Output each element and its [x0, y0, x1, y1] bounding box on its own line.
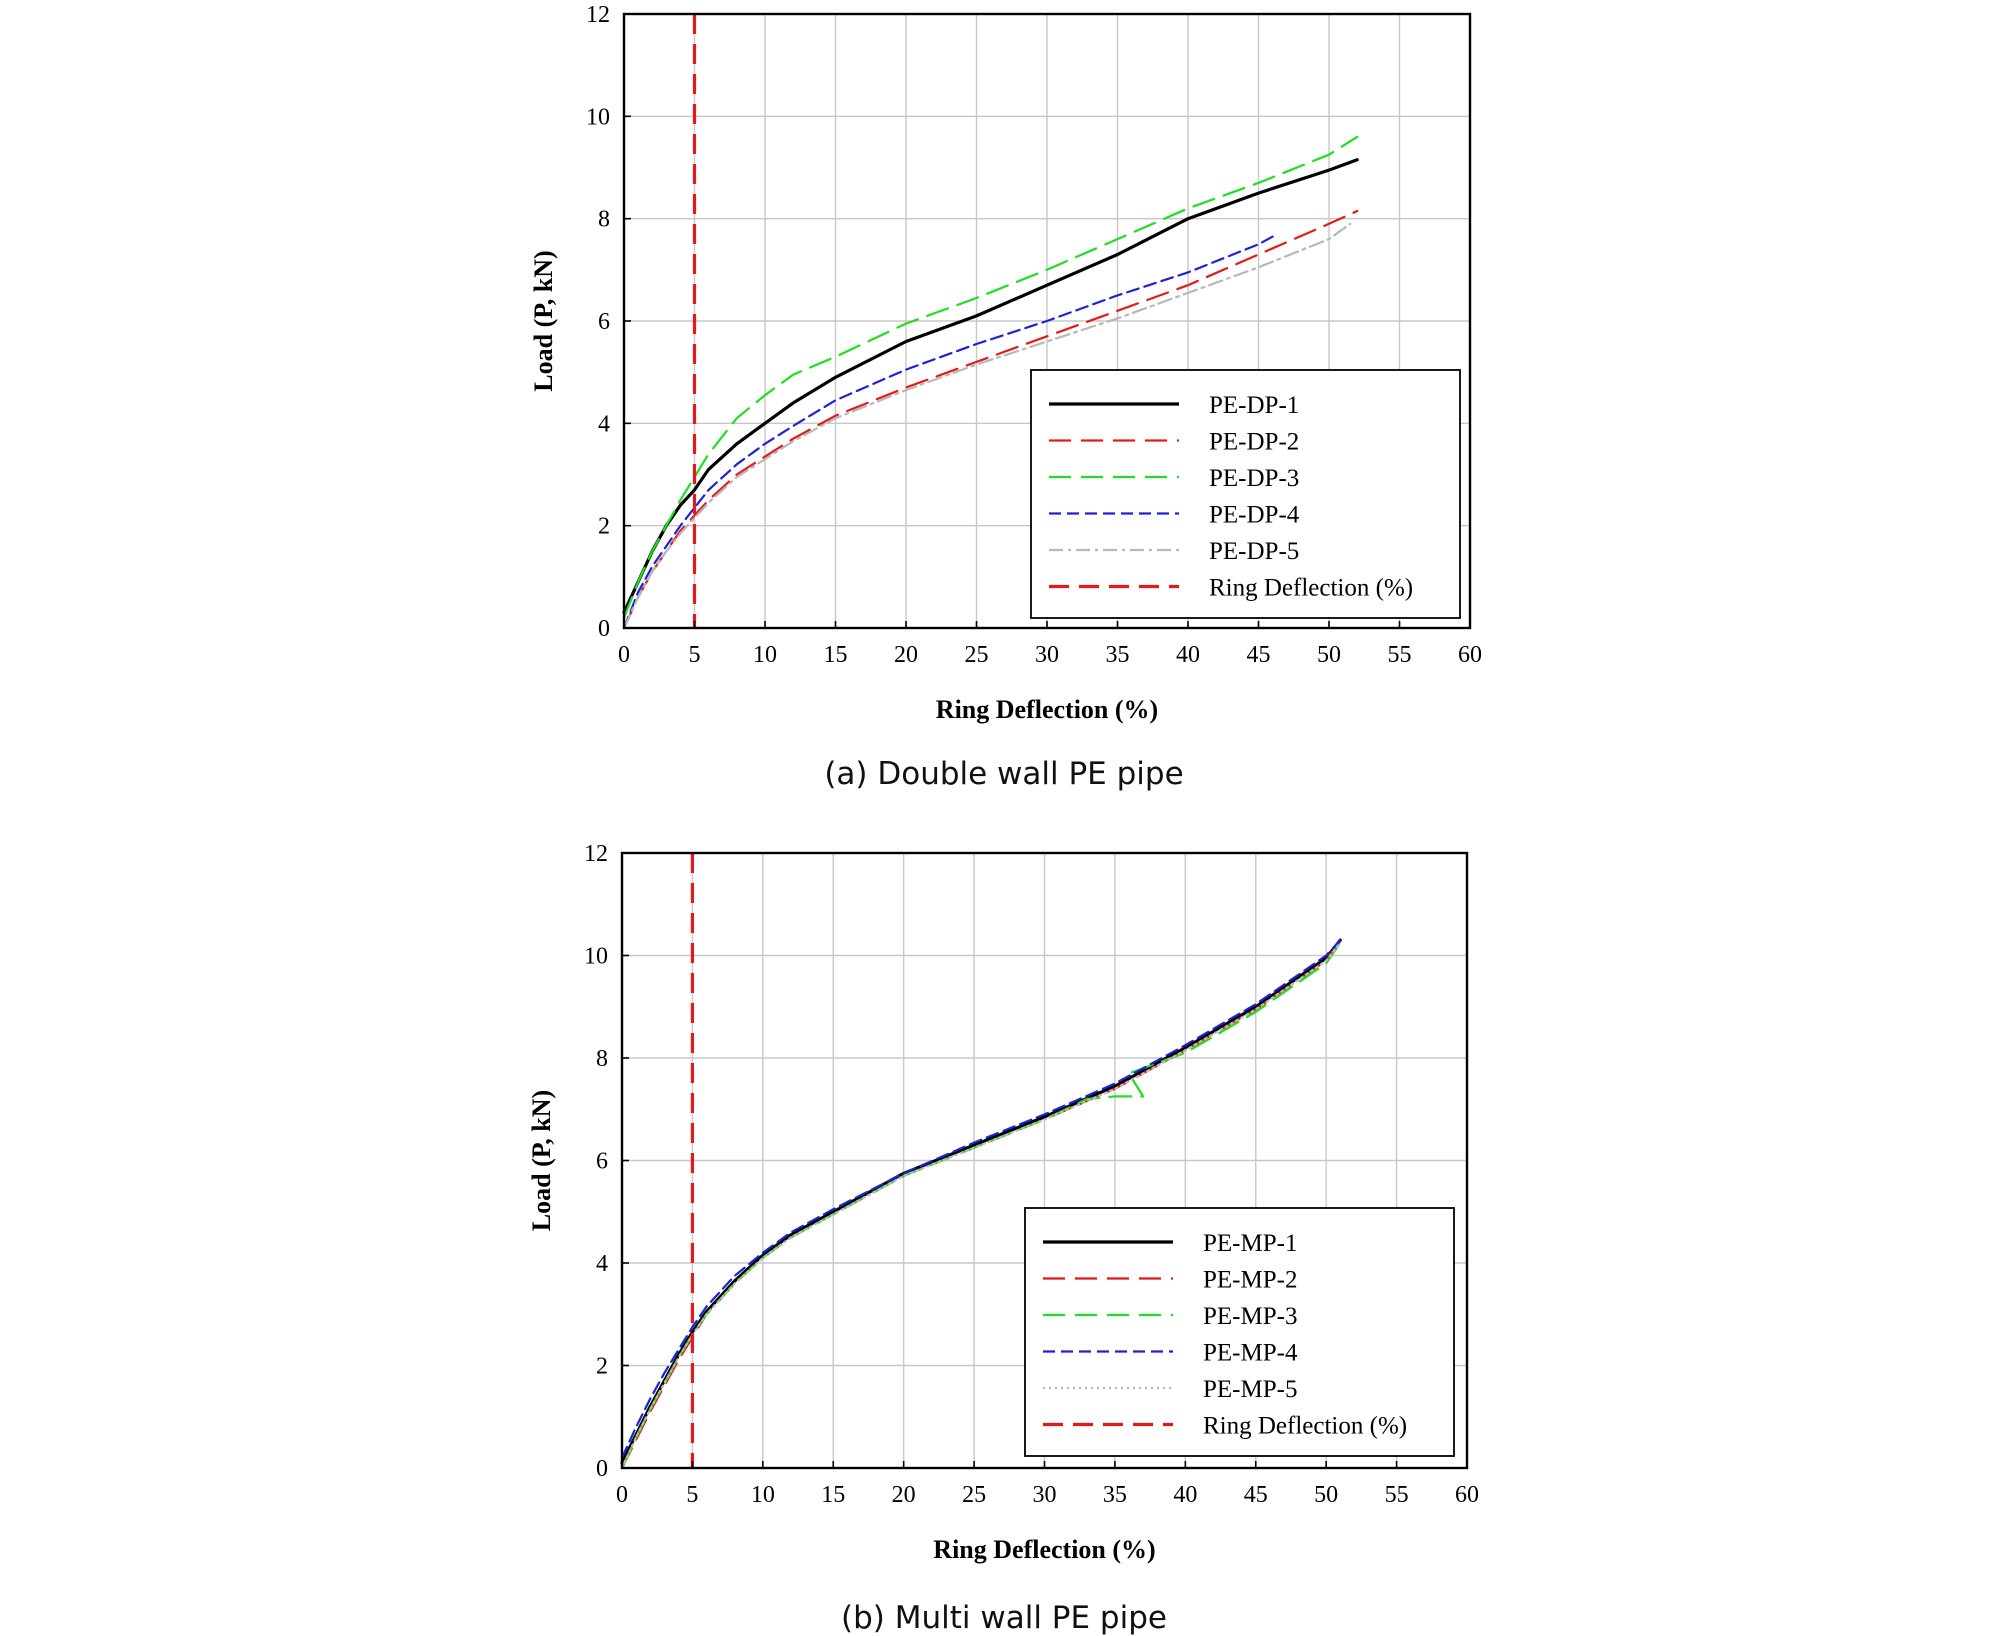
series-line-pe-mp-1 [620, 938, 1342, 1465]
chart-panel-a: 0 5 10 15 20 25 30 35 40 45 50 55 60 0 2 4 6 8 10 12 Ring De… [0, 0, 2008, 815]
legend-label: Ring Deflection (%) [1209, 575, 1413, 602]
x-tick-label: 10 [753, 642, 777, 668]
series-line-pe-dp-5 [622, 222, 1352, 630]
y-tick-label: 6 [596, 1149, 608, 1175]
x-tick-label: 35 [1106, 642, 1130, 668]
legend-box [1024, 1207, 1455, 1457]
chart-b-caption: (b) Multi wall PE pipe [841, 1600, 1167, 1636]
legend-label: PE-MP-3 [1203, 1303, 1297, 1330]
y-tick-label: 10 [584, 944, 608, 970]
y-tick-label: 2 [596, 1354, 608, 1380]
x-tick-label: 35 [1103, 1482, 1127, 1508]
legend-label: PE-DP-2 [1209, 429, 1299, 456]
series-line-pe-mp-5 [620, 941, 1342, 1470]
chart-b-svg: 0 5 10 15 20 25 30 35 40 45 50 55 60 0 2 4 6 8 10 12 Ring De… [527, 841, 1479, 1564]
legend-label: PE-DP-5 [1209, 538, 1299, 565]
legend-label: PE-MP-5 [1203, 1376, 1297, 1403]
y-tick-label: 8 [598, 207, 610, 233]
x-tick-label: 0 [618, 642, 630, 668]
legend-label: PE-MP-1 [1203, 1230, 1297, 1257]
x-tick-label: 45 [1247, 642, 1271, 668]
legend-label: PE-DP-3 [1209, 465, 1299, 492]
y-tick-label: 8 [596, 1046, 608, 1072]
legend-label: PE-MP-2 [1203, 1267, 1297, 1294]
series-line-pe-mp-4 [620, 939, 1342, 1459]
series-line-pe-dp-4 [622, 235, 1274, 630]
x-tick-label: 60 [1455, 1482, 1479, 1508]
y-tick-label: 6 [598, 309, 610, 335]
series-line-pe-dp-3 [622, 135, 1359, 619]
y-tick-label: 0 [596, 1456, 608, 1482]
x-tick-label: 30 [1035, 642, 1059, 668]
y-tick-label: 10 [586, 104, 610, 130]
series-line-pe-dp-2 [622, 209, 1359, 630]
y-tick-label: 12 [586, 2, 610, 28]
x-tick-label: 60 [1458, 642, 1482, 668]
x-tick-label: 45 [1244, 1482, 1268, 1508]
y-axis-label: Load (P, kN) [529, 250, 558, 391]
legend-box [1030, 369, 1461, 619]
legend-label: PE-DP-1 [1209, 392, 1299, 419]
y-tick-label: 0 [598, 616, 610, 642]
x-tick-label: 50 [1317, 642, 1341, 668]
y-axis-label: Load (P, kN) [527, 1090, 556, 1231]
y-tick-label: 4 [596, 1251, 608, 1277]
x-tick-label: 55 [1388, 642, 1412, 668]
x-tick-label: 55 [1385, 1482, 1409, 1508]
chart-a-svg: 0 5 10 15 20 25 30 35 40 45 50 55 60 0 2 4 6 8 10 12 Ring De… [529, 2, 1482, 724]
x-tick-label: 50 [1314, 1482, 1338, 1508]
x-axis-label: Ring Deflection (%) [933, 1535, 1155, 1564]
chart-a-caption: (a) Double wall PE pipe [824, 756, 1184, 792]
legend-label: Ring Deflection (%) [1203, 1413, 1407, 1440]
legend-label: PE-DP-4 [1209, 502, 1300, 529]
x-tick-label: 30 [1033, 1482, 1057, 1508]
x-axis-label: Ring Deflection (%) [936, 695, 1158, 724]
y-tick-label: 4 [598, 411, 610, 437]
x-tick-label: 40 [1176, 642, 1200, 668]
x-tick-label: 40 [1173, 1482, 1197, 1508]
x-tick-label: 10 [751, 1482, 775, 1508]
x-tick-label: 25 [965, 642, 989, 668]
x-tick-label: 20 [894, 642, 918, 668]
x-tick-label: 0 [616, 1482, 628, 1508]
chart-panel-b: 0 5 10 15 20 25 30 35 40 45 50 55 60 0 2 4 6 8 10 12 Ring De… [0, 815, 2008, 1636]
x-tick-label: 20 [892, 1482, 916, 1508]
y-tick-label: 12 [584, 841, 608, 867]
x-tick-label: 5 [686, 1482, 698, 1508]
x-tick-label: 15 [824, 642, 848, 668]
legend-label: PE-MP-4 [1203, 1340, 1298, 1367]
x-tick-label: 15 [821, 1482, 845, 1508]
x-tick-label: 5 [689, 642, 701, 668]
x-tick-label: 25 [962, 1482, 986, 1508]
y-tick-label: 2 [598, 514, 610, 540]
